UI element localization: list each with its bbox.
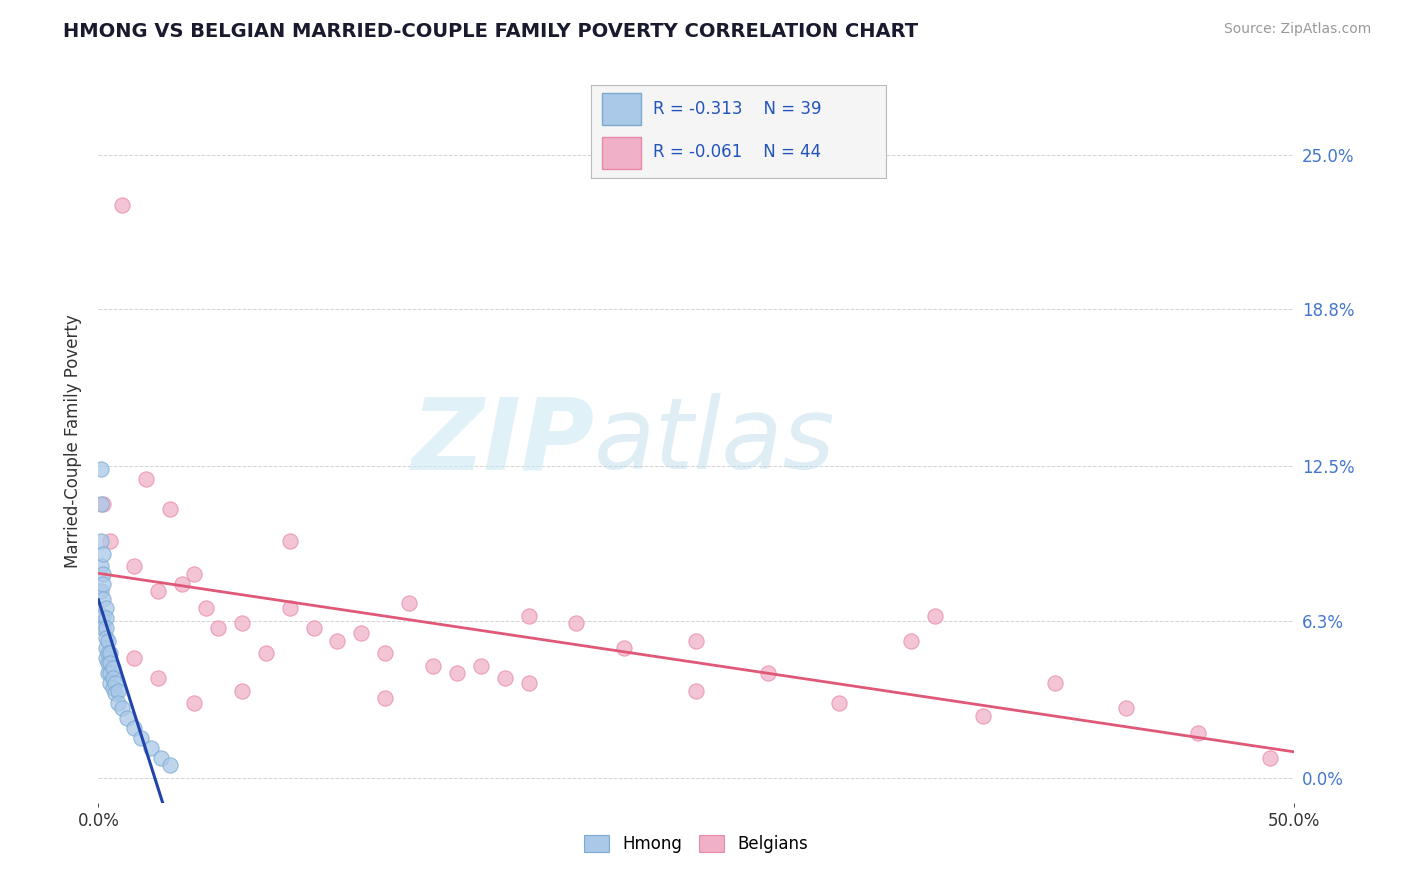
Text: HMONG VS BELGIAN MARRIED-COUPLE FAMILY POVERTY CORRELATION CHART: HMONG VS BELGIAN MARRIED-COUPLE FAMILY P… <box>63 22 918 41</box>
Point <box>1043 676 1066 690</box>
Point <box>98 657 122 671</box>
Point <box>97 646 120 660</box>
Point <box>1115 701 1137 715</box>
Point <box>91 566 114 581</box>
Point <box>207 621 229 635</box>
Point <box>94 632 117 646</box>
Point <box>446 666 468 681</box>
Point <box>90 462 112 476</box>
Point <box>101 671 124 685</box>
Point <box>98 534 122 549</box>
Point <box>183 696 205 710</box>
Point <box>231 683 253 698</box>
Point <box>183 566 205 581</box>
Text: R = -0.061    N = 44: R = -0.061 N = 44 <box>652 143 821 161</box>
Point <box>107 696 129 710</box>
Point <box>94 611 117 625</box>
Point <box>124 559 146 574</box>
Legend: Hmong, Belgians: Hmong, Belgians <box>578 828 814 860</box>
Text: Source: ZipAtlas.com: Source: ZipAtlas.com <box>1223 22 1371 37</box>
Point <box>900 633 922 648</box>
Point <box>278 534 301 549</box>
Point <box>195 601 218 615</box>
Y-axis label: Married-Couple Family Poverty: Married-Couple Family Poverty <box>65 315 83 568</box>
Point <box>94 651 117 665</box>
Point <box>124 721 146 735</box>
Point <box>131 731 153 745</box>
Point <box>94 641 117 656</box>
Point <box>91 576 114 591</box>
Point <box>494 671 516 685</box>
Point <box>470 658 492 673</box>
Point <box>90 497 112 511</box>
Point <box>172 576 194 591</box>
Point <box>104 686 127 700</box>
Point <box>517 609 540 624</box>
Point <box>159 758 181 772</box>
Point <box>398 597 420 611</box>
Point <box>115 711 138 725</box>
FancyBboxPatch shape <box>602 137 641 169</box>
Point <box>685 683 707 698</box>
Point <box>91 621 114 635</box>
Point <box>422 658 444 673</box>
Point <box>1187 726 1209 740</box>
Point <box>107 683 129 698</box>
Point <box>101 661 124 675</box>
Point <box>565 616 588 631</box>
Text: atlas: atlas <box>595 393 837 490</box>
Point <box>972 708 994 723</box>
Point <box>756 666 779 681</box>
Point <box>97 657 120 671</box>
FancyBboxPatch shape <box>602 93 641 125</box>
Point <box>828 696 851 710</box>
Point <box>326 633 349 648</box>
Point <box>97 633 120 648</box>
Point <box>149 751 172 765</box>
Point <box>254 646 277 660</box>
Point <box>148 584 170 599</box>
Point <box>98 646 122 660</box>
Point <box>924 609 946 624</box>
Point <box>139 741 162 756</box>
Point <box>1258 751 1281 765</box>
Text: ZIP: ZIP <box>412 393 595 490</box>
Point <box>685 633 707 648</box>
Point <box>374 691 396 706</box>
Point <box>124 651 146 665</box>
Point <box>90 559 112 574</box>
Point <box>111 701 134 715</box>
Point <box>111 198 134 212</box>
Point <box>350 626 373 640</box>
Point <box>135 472 157 486</box>
Point <box>613 641 636 656</box>
Point <box>104 676 127 690</box>
Point <box>231 616 253 631</box>
Point <box>97 666 120 681</box>
Point <box>98 676 122 690</box>
Point <box>91 497 114 511</box>
Point <box>94 621 117 635</box>
Point <box>98 666 122 681</box>
Point <box>91 591 114 606</box>
Point <box>302 621 325 635</box>
Point <box>94 601 117 615</box>
Point <box>278 601 301 615</box>
Point <box>374 646 396 660</box>
Point <box>101 681 124 696</box>
Point <box>90 534 112 549</box>
Point <box>517 676 540 690</box>
Text: R = -0.313    N = 39: R = -0.313 N = 39 <box>652 100 821 118</box>
Point <box>90 584 112 599</box>
Point <box>159 501 181 516</box>
Point <box>91 547 114 561</box>
Point <box>91 609 114 624</box>
Point <box>148 671 170 685</box>
